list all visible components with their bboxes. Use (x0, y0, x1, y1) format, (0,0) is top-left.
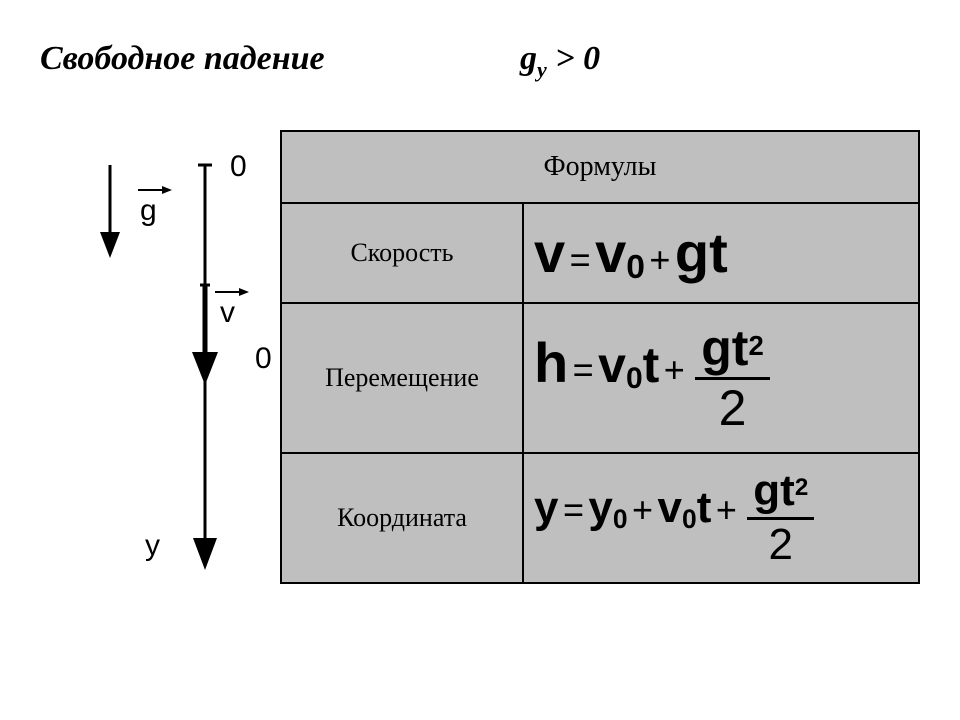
y-axis-label: y (145, 529, 160, 562)
g-vector-label: g (140, 194, 157, 227)
velocity-formula: v = v0 + gt (523, 203, 919, 303)
row-label-displacement: Перемещение (281, 303, 523, 453)
zero-top-label: 0 (230, 150, 247, 183)
axis-diagram: 0 y g v 0 (40, 130, 280, 580)
formulas-table: Формулы Скорость v = v0 + gt Перемещение… (280, 130, 920, 584)
zero-mid-label: 0 (255, 342, 272, 375)
row-label-velocity: Скорость (281, 203, 523, 303)
page-title: Свободное падение (40, 40, 325, 77)
coordinate-formula: y = y0 + v0t + gt22 (523, 453, 919, 583)
table-header: Формулы (281, 131, 919, 203)
v-vector-label: v (220, 296, 235, 329)
condition-label: gy > 0 (520, 40, 600, 83)
displacement-formula: h = v0t + gt22 (523, 303, 919, 453)
row-label-coordinate: Координата (281, 453, 523, 583)
